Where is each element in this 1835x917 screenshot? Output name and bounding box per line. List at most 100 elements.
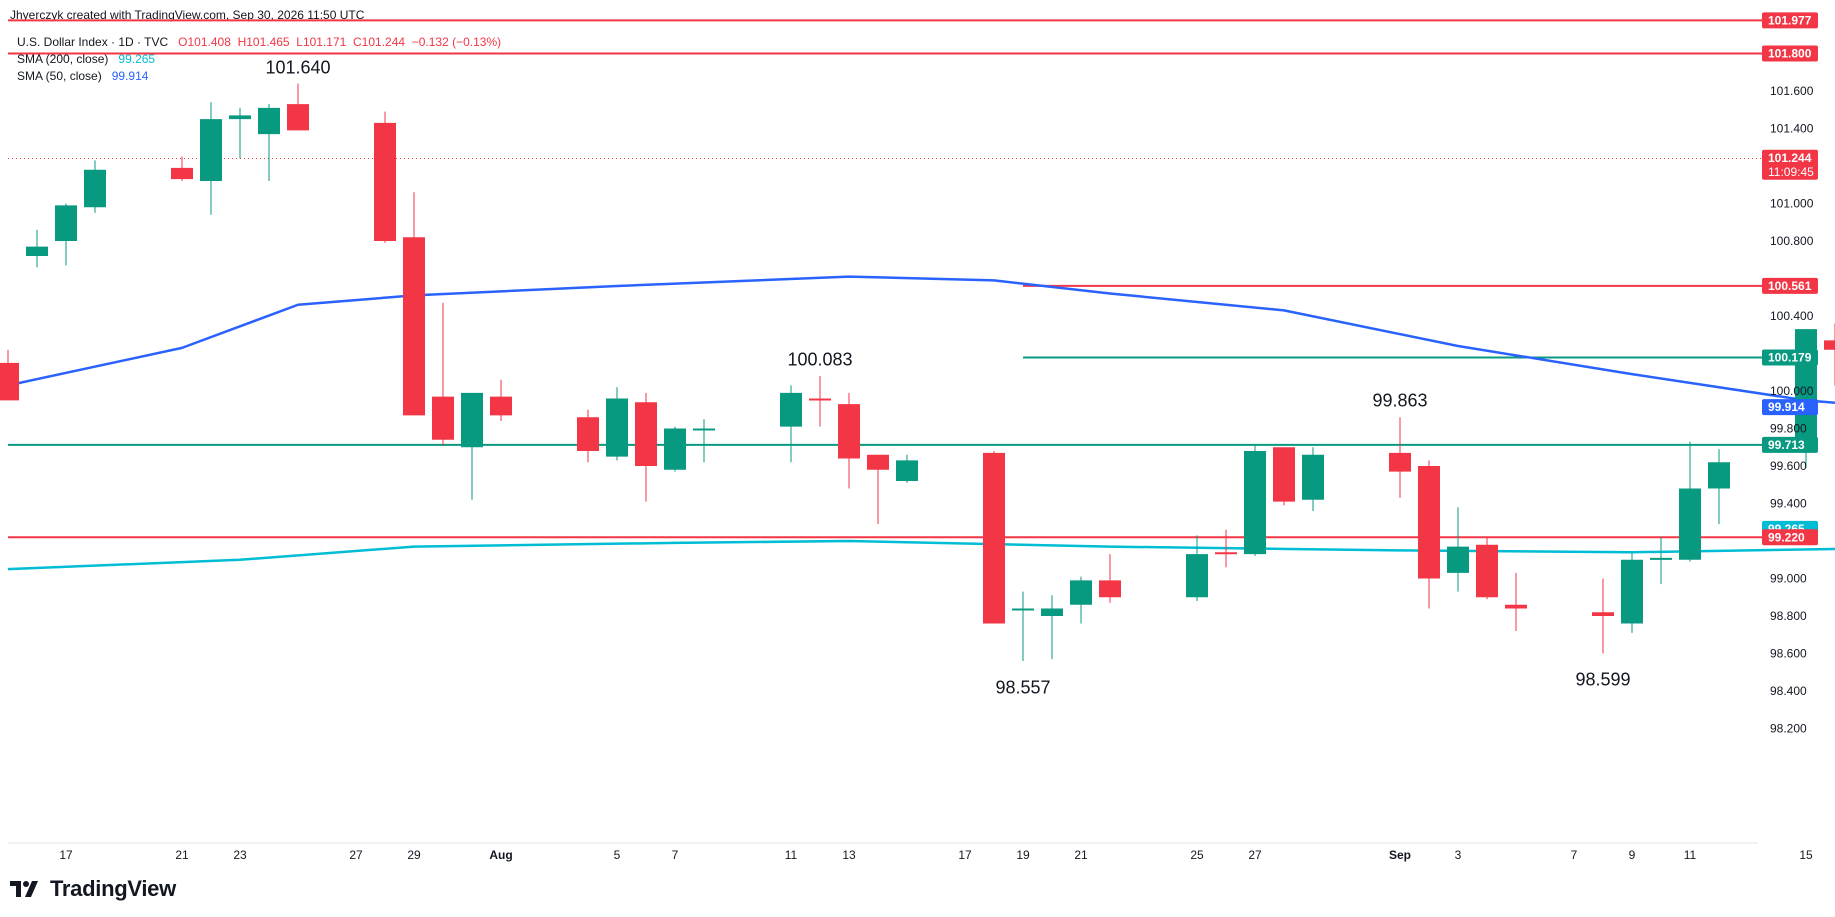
legend-sma50-label: SMA (50, close) bbox=[17, 69, 102, 83]
legend-symbol: U.S. Dollar Index · 1D · TVC bbox=[17, 35, 169, 49]
candle-body bbox=[1621, 559, 1643, 624]
candle bbox=[1476, 537, 1498, 600]
candle-body bbox=[84, 169, 106, 208]
x-tick-label: 9 bbox=[1629, 848, 1636, 862]
price-axis-label: 99.914 bbox=[1762, 399, 1818, 416]
candle-body bbox=[1389, 452, 1411, 472]
candle bbox=[287, 83, 309, 131]
price-axis-label-text: 100.561 bbox=[1768, 279, 1812, 293]
candle bbox=[1389, 417, 1411, 498]
legend-high: H101.465 bbox=[237, 35, 290, 49]
candle-body bbox=[1418, 466, 1440, 579]
chart-legend: U.S. Dollar Index · 1D · TVC O101.408 H1… bbox=[17, 34, 501, 85]
candle-body bbox=[838, 404, 860, 459]
candle bbox=[780, 385, 802, 463]
candle-body bbox=[780, 392, 802, 427]
countdown-label-text: 11:09:45 bbox=[1768, 165, 1814, 179]
candle-body bbox=[577, 417, 599, 451]
x-tick-label: 5 bbox=[614, 848, 621, 862]
tradingview-brand[interactable]: TradingView bbox=[10, 875, 176, 903]
candle bbox=[1447, 507, 1469, 592]
candle-body bbox=[374, 122, 396, 241]
tradingview-logo-icon bbox=[10, 881, 38, 897]
candle bbox=[1302, 447, 1324, 511]
price-axis-label-text: 99.914 bbox=[1768, 400, 1805, 414]
y-tick-label: 98.200 bbox=[1770, 722, 1807, 736]
x-tick-label: 15 bbox=[1799, 848, 1813, 862]
candle-body bbox=[490, 396, 512, 416]
legend-sma200-row[interactable]: SMA (200, close) 99.265 bbox=[17, 51, 501, 68]
x-axis: 1721232729Aug5711131719212527Sep37911151… bbox=[59, 848, 1813, 862]
candle bbox=[606, 387, 628, 461]
candle-body bbox=[1273, 447, 1295, 502]
candle bbox=[171, 156, 193, 181]
price-axis-label-bg bbox=[1762, 12, 1818, 29]
price-axis-label-bg bbox=[1762, 349, 1818, 366]
candle-body bbox=[1679, 488, 1701, 560]
candle bbox=[200, 102, 222, 215]
x-tick-label: Sep bbox=[1389, 848, 1411, 862]
x-tick-label: 21 bbox=[175, 848, 189, 862]
candle-body bbox=[1099, 580, 1121, 598]
moving-averages bbox=[7, 275, 1835, 571]
legend-change: −0.132 (−0.13%) bbox=[411, 35, 502, 49]
price-axis-label-text: 99.713 bbox=[1768, 438, 1805, 452]
candle-body bbox=[0, 362, 19, 401]
y-tick-label: 99.600 bbox=[1770, 459, 1807, 473]
candles bbox=[0, 83, 1835, 661]
y-tick-label: 100.000 bbox=[1770, 384, 1814, 398]
tradingview-wordmark: TradingView bbox=[50, 876, 176, 901]
candle bbox=[55, 203, 77, 266]
x-tick-label: 3 bbox=[1455, 848, 1462, 862]
candle-body bbox=[635, 402, 657, 466]
y-tick-label: 99.400 bbox=[1770, 497, 1807, 511]
y-axis: 102.200101.600101.400101.000100.800100.4… bbox=[8, 84, 1814, 844]
candle-body bbox=[1012, 608, 1034, 611]
candle bbox=[461, 392, 483, 500]
candle-body bbox=[229, 115, 251, 120]
candle-body bbox=[1186, 554, 1208, 598]
legend-ohlc-row[interactable]: U.S. Dollar Index · 1D · TVC O101.408 H1… bbox=[17, 34, 501, 51]
price-axis-label-text: 101.244 bbox=[1768, 151, 1812, 165]
y-tick-label: 99.000 bbox=[1770, 572, 1807, 586]
candle-body bbox=[55, 205, 77, 241]
price-annotation: 98.557 bbox=[995, 678, 1050, 698]
price-axis-label-bg bbox=[1762, 45, 1818, 62]
price-axis-label-text: 101.800 bbox=[1768, 47, 1812, 61]
price-axis-label-bg bbox=[1762, 399, 1818, 416]
candle bbox=[1650, 537, 1672, 585]
price-axis-label-bg bbox=[1762, 529, 1818, 546]
x-tick-label: Aug bbox=[489, 848, 512, 862]
x-tick-label: 19 bbox=[1016, 848, 1030, 862]
candle bbox=[838, 392, 860, 489]
candle bbox=[1070, 576, 1092, 624]
price-annotation: 101.640 bbox=[265, 58, 330, 78]
x-tick-label: 23 bbox=[233, 848, 247, 862]
candle bbox=[1621, 552, 1643, 633]
x-tick-label: 17 bbox=[59, 848, 73, 862]
candle-body bbox=[432, 396, 454, 440]
x-tick-label: 27 bbox=[1248, 848, 1262, 862]
candle-body bbox=[171, 167, 193, 180]
candle bbox=[896, 454, 918, 483]
y-tick-label: 99.800 bbox=[1770, 422, 1807, 436]
candle-body bbox=[983, 452, 1005, 624]
y-tick-label: 101.400 bbox=[1770, 122, 1814, 136]
candle-body bbox=[1070, 580, 1092, 605]
candle-body bbox=[258, 107, 280, 135]
legend-open: O101.408 bbox=[178, 35, 231, 49]
candle bbox=[1244, 445, 1266, 556]
candle bbox=[26, 229, 48, 268]
y-tick-label: 98.400 bbox=[1770, 684, 1807, 698]
price-annotation: 100.083 bbox=[787, 349, 852, 369]
candle bbox=[1012, 591, 1034, 661]
price-annotation: 99.863 bbox=[1372, 391, 1427, 411]
price-axis-label: 99.220 bbox=[1762, 529, 1818, 546]
candle bbox=[635, 392, 657, 502]
candle bbox=[809, 376, 831, 427]
x-tick-label: 7 bbox=[1571, 848, 1578, 862]
legend-sma50-row[interactable]: SMA (50, close) 99.914 bbox=[17, 68, 501, 85]
price-chart[interactable]: 101.640100.08398.55799.86398.599101.3981… bbox=[0, 0, 1835, 870]
candle bbox=[403, 192, 425, 416]
candle bbox=[374, 111, 396, 243]
